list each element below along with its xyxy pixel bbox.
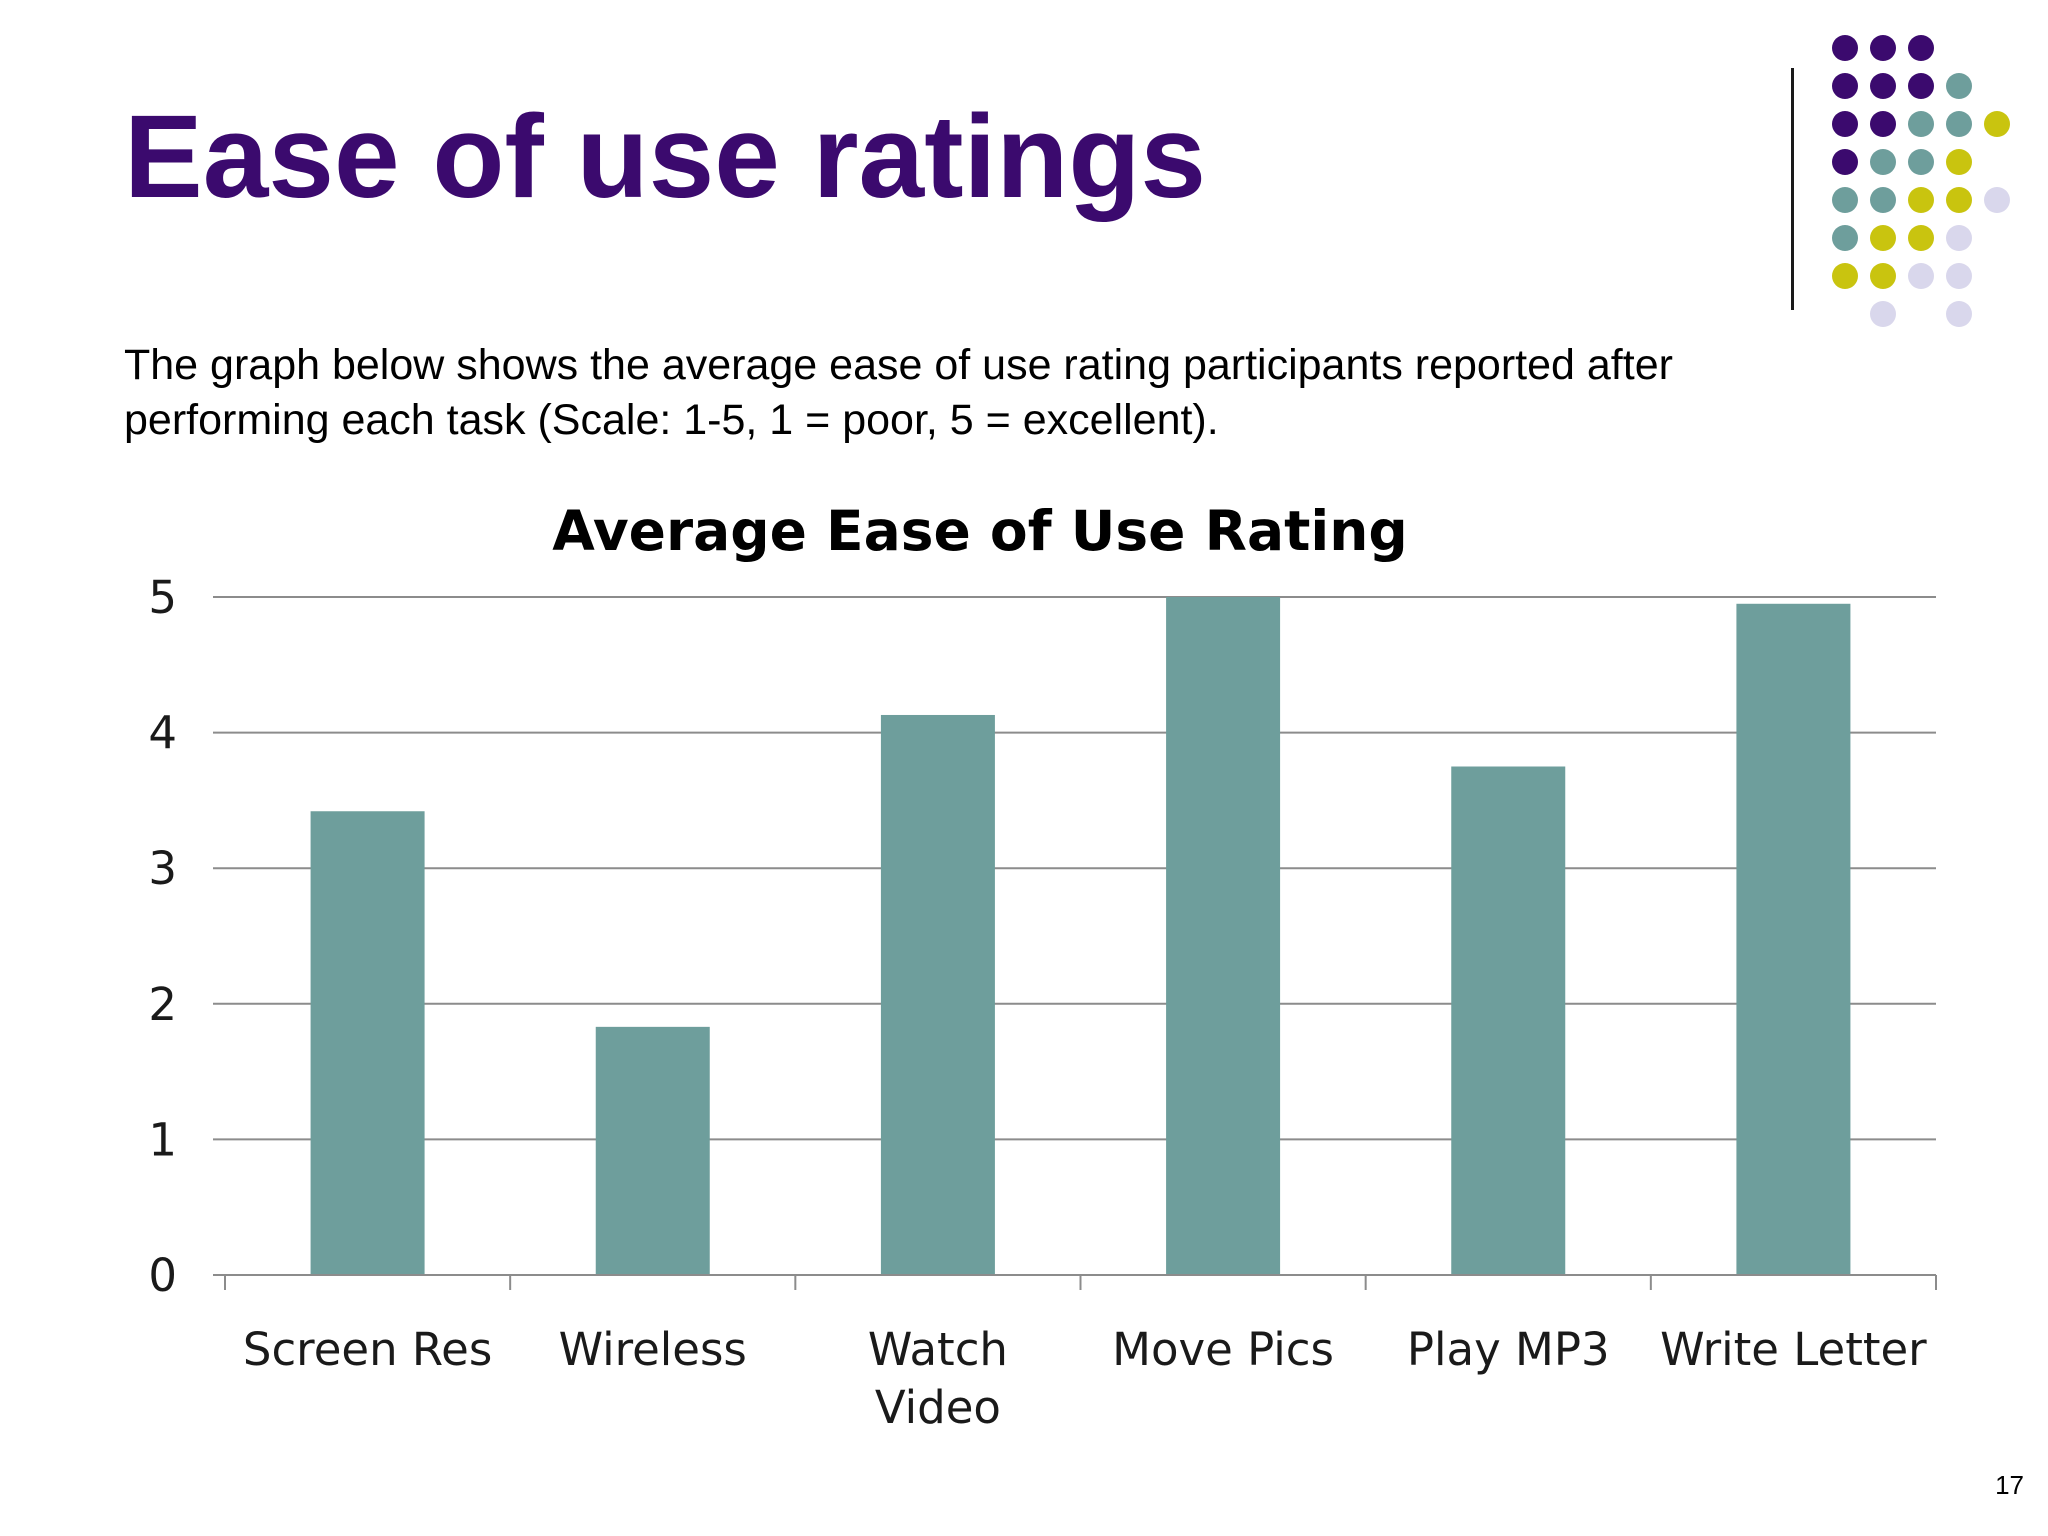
intro-text: The graph below shows the average ease o… [124,341,1673,444]
chart-title: Average Ease of Use Rating [552,499,1408,563]
y-axis-ticks: 0 1 2 3 4 5 [148,571,177,1302]
x-axis-labels: Screen Res Wireless Watch Video Move Pics Pla… [243,1323,1927,1434]
bar [1736,603,1851,1275]
y-tick-label: 4 [148,707,177,760]
x-tick-label: Play MP3 [1407,1323,1610,1376]
x-tick-label: Wireless [559,1323,747,1376]
x-tick-label: Move Pics [1112,1323,1334,1376]
y-tick-label: 1 [148,1113,177,1166]
x-tick-label: Watch Video [868,1323,1008,1434]
bar [1451,766,1566,1275]
y-tick-label: 2 [148,978,177,1031]
bar [310,811,425,1275]
x-tick-label: Screen Res [243,1323,492,1376]
grid-lines [213,596,1936,1141]
slide-title: Ease of use ratings [124,91,1207,223]
y-tick-label: 0 [148,1249,177,1302]
title-divider [1791,68,1794,310]
bar [880,714,995,1275]
page-number: 17 [1995,1470,2024,1500]
x-tick-label: Write Letter [1660,1323,1927,1376]
bar [595,1026,710,1275]
bars [310,597,1851,1275]
y-tick-label: 3 [148,842,177,895]
y-tick-label: 5 [148,571,177,624]
x-axis [213,1274,1937,1290]
bar [1166,597,1281,1275]
